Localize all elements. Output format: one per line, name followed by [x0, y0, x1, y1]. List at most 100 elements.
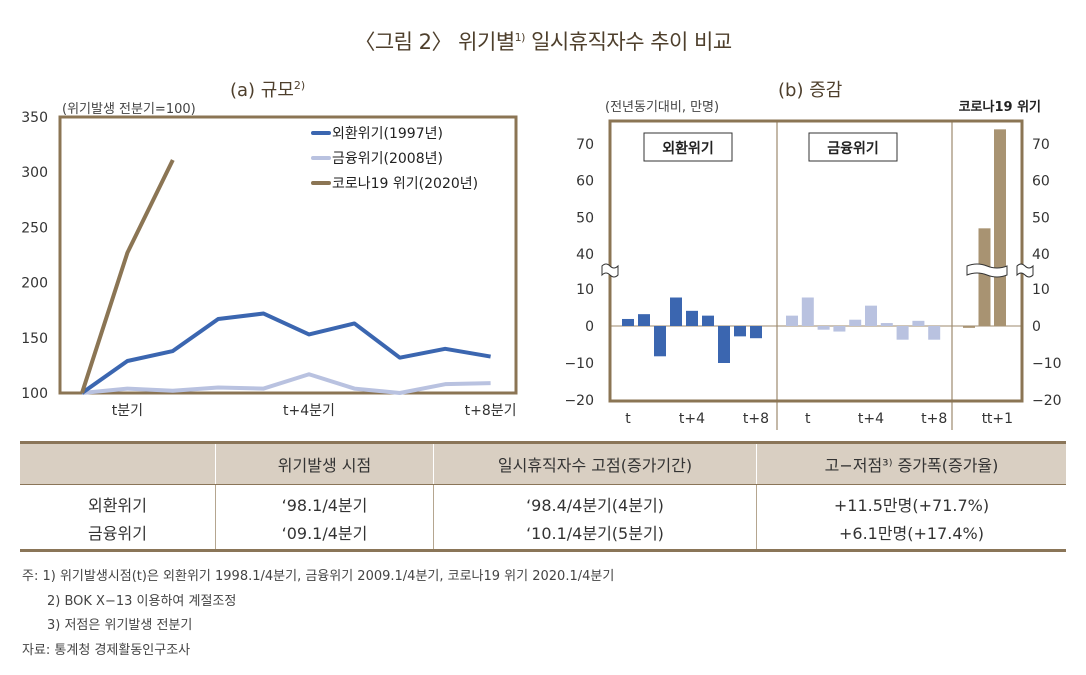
y-axis-unit-label: (위기발생 전분기=100): [62, 102, 196, 117]
table-header-cell: 위기발생 시점: [215, 441, 434, 485]
table-header-cell: 고−저점³⁾ 증가폭(증가율): [756, 441, 1066, 485]
axis-break-right-icon: [1016, 263, 1034, 278]
note-1: 주: 1) 위기발생시점(t)은 외환위기 1998.1/4분기, 금융위기 2…: [22, 569, 615, 584]
bar-3: [978, 228, 991, 326]
series-line-1: [81, 372, 491, 395]
bar-1: [622, 318, 634, 326]
table-cell: ‘10.1/4분기(5분기): [433, 518, 757, 552]
y-tick-label: 350: [21, 110, 48, 126]
y-axis-unit-label: (전년동기대비, 만명): [605, 100, 719, 115]
bar-1: [718, 326, 730, 363]
x-tick-label: t+4분기: [283, 403, 335, 419]
y-tick-label-right: 50: [1032, 210, 1050, 226]
note-2: 2) BOK X−13 이용하여 계절조정: [47, 594, 237, 609]
x-tick-label: t: [805, 411, 811, 427]
legend-label: 코로나19 위기(2020년): [332, 176, 478, 192]
table-header-row: 위기발생 시점 일시휴직자수 고점(증가기간) 고−저점³⁾ 증가폭(증가율): [20, 441, 1066, 485]
bar-1: [654, 326, 666, 357]
x-tick-label: t+4: [679, 411, 705, 427]
panel-label: 금융위기: [827, 141, 879, 157]
bar-1: [750, 326, 762, 339]
panel-label-box: [808, 132, 898, 162]
y-tick-label: 200: [21, 276, 48, 292]
y-tick-label-right: 40: [1032, 247, 1050, 263]
table-cell: 외환위기: [88, 496, 147, 515]
chart-b-bar: (전년동기대비, 만명) 코로나19 위기 70 70 60 60 50 50 40 40 10 10…: [564, 99, 1062, 430]
bar-1: [670, 297, 682, 326]
chart-b-title: (b) 증감: [778, 76, 842, 102]
bar-3: [994, 129, 1006, 326]
table-cell: ‘09.1/4분기: [215, 518, 434, 552]
y-tick-label-left: 40: [576, 247, 594, 263]
y-tick-label-right: 60: [1032, 174, 1050, 190]
bar-1: [702, 315, 714, 326]
y-tick-label-right: −10: [1032, 356, 1062, 372]
y-tick-label: 250: [21, 220, 48, 236]
y-tick-label: 300: [21, 165, 48, 181]
table-cell: +6.1만명(+17.4%): [756, 518, 1066, 552]
table-cell: ‘98.4/4분기(4분기): [433, 484, 757, 518]
figure-title-footnote: 1): [514, 31, 526, 44]
axis-break-bars-icon: [966, 263, 1008, 278]
legend-label: 외환위기(1997년): [332, 126, 443, 142]
bar-2: [801, 297, 814, 326]
bar-2: [865, 305, 877, 326]
chart-a-title-footnote: 2): [293, 79, 306, 92]
y-tick-label-left: −20: [564, 393, 594, 409]
legend-label: 금융위기(2008년): [332, 151, 443, 167]
panel-label: 외환위기: [662, 140, 714, 157]
chart-a-title-text: (a) 규모: [230, 80, 294, 101]
axis-break-left-icon: [601, 263, 619, 278]
bar-2: [928, 326, 941, 340]
panel-label-box: [643, 132, 733, 162]
x-tick-label: t+4: [858, 411, 884, 427]
corona-panel-title: 코로나19 위기: [959, 99, 1041, 115]
y-tick-label-left: 50: [576, 210, 594, 226]
y-tick-label-left: −10: [564, 356, 594, 372]
plot-frame: [608, 119, 1024, 403]
x-tick-label: t분기: [112, 403, 143, 419]
bar-1: [686, 310, 698, 326]
y-tick-label: 100: [21, 386, 48, 402]
chart-a-line: (위기발생 전분기=100) 100 150 200 250 300 350 t분기 t+4분기…: [21, 102, 518, 419]
bar-2: [833, 326, 846, 332]
y-tick-label: 150: [21, 331, 48, 347]
table-header-cell: [20, 441, 216, 485]
source-note: 자료: 통계청 경제활동인구조사: [22, 643, 191, 658]
note-3: 3) 저점은 위기발생 전분기: [47, 618, 193, 633]
y-tick-label-right: 10: [1032, 282, 1050, 298]
y-tick-label-left: 10: [576, 282, 594, 298]
bar-2: [896, 326, 909, 340]
x-tick-label: t+8: [921, 411, 947, 427]
bar-2: [817, 326, 830, 330]
y-tick-label-left: 0: [585, 319, 594, 335]
table-cell: ‘98.1/4분기: [215, 484, 434, 518]
x-tick-label: t+8: [743, 411, 769, 427]
table-row: 외환위기 ‘98.1/4분기 ‘98.4/4분기(4분기) +11.5만명(+7…: [20, 484, 1066, 518]
x-tick-label: t+1: [987, 411, 1013, 427]
summary-table: 위기발생 시점 일시휴직자수 고점(증가기간) 고−저점³⁾ 증가폭(증가율) …: [20, 441, 1066, 552]
y-tick-label-left: 60: [576, 174, 594, 190]
series-line-0: [80, 311, 491, 395]
plot-frame: [58, 115, 518, 395]
y-tick-label-right: 0: [1032, 319, 1041, 335]
bar-1: [734, 326, 746, 337]
x-tick-label: t: [982, 411, 988, 427]
table-header-cell: 일시휴직자수 고점(증가기간): [433, 441, 757, 485]
bar-2: [786, 315, 798, 326]
figure-title-main: 〈그림 2〉 위기별: [354, 30, 515, 54]
x-tick-label: t+8분기: [465, 403, 517, 419]
bar-2: [912, 320, 925, 326]
bar-2: [849, 319, 862, 326]
table-header-text: 고−저점³⁾ 증가폭(증가율): [824, 456, 999, 475]
table-cell: 금융위기: [20, 518, 216, 552]
x-tick-label: t: [625, 411, 631, 427]
figure-title-rest: 일시휴직자수 추이 비교: [524, 30, 732, 54]
table-row: 금융위기 ‘09.1/4분기 ‘10.1/4분기(5분기) +6.1만명(+17…: [20, 518, 1066, 552]
figure-title: 〈그림 2〉 위기별1) 일시휴직자수 추이 비교: [0, 26, 1086, 56]
bar-2: [880, 323, 893, 326]
chart-a-title: (a) 규모2): [230, 76, 305, 102]
y-tick-label-left: 70: [576, 137, 594, 153]
y-tick-label-right: −20: [1032, 393, 1062, 409]
table-cell: +11.5만명(+71.7%): [756, 484, 1066, 518]
